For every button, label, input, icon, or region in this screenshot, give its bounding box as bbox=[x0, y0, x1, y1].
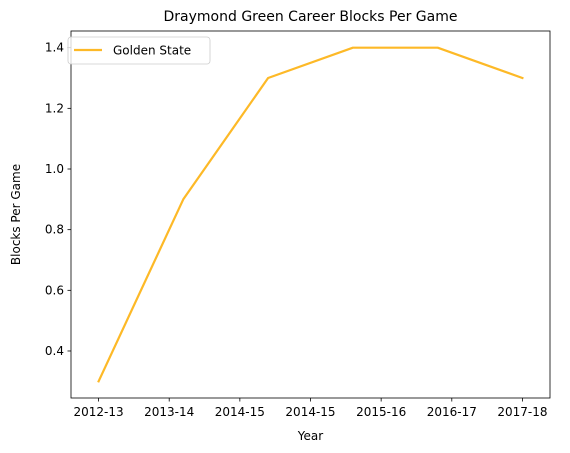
legend: Golden State bbox=[67, 36, 211, 65]
y-tick-label: 1.2 bbox=[45, 101, 64, 115]
y-tick-label: 1.4 bbox=[45, 41, 64, 55]
y-axis-label: Blocks Per Game bbox=[9, 164, 23, 265]
y-tick-label: 1.0 bbox=[45, 162, 64, 176]
chart-title: Draymond Green Career Blocks Per Game bbox=[164, 9, 458, 25]
x-tick-label: 2012-13 bbox=[73, 405, 123, 419]
y-axis-ticks: 0.4 0.6 0.8 1.0 1.2 1.4 bbox=[45, 41, 71, 358]
series-layer bbox=[97, 46, 524, 383]
x-axis-label: Year bbox=[297, 429, 323, 443]
x-tick-label: 2014-15 bbox=[285, 405, 335, 419]
x-tick-label: 2017-18 bbox=[497, 405, 547, 419]
x-axis-ticks: 2012-13 2013-14 2014-15 2014-15 2015-16 2016-… bbox=[73, 398, 548, 419]
x-tick-label: 2016-17 bbox=[427, 405, 477, 419]
y-tick-label: 0.4 bbox=[45, 344, 64, 358]
y-tick-label: 0.8 bbox=[45, 223, 64, 237]
x-tick-label: 2013-14 bbox=[144, 405, 194, 419]
axes-frame bbox=[70, 30, 551, 399]
series-line-golden-state bbox=[97, 46, 524, 383]
legend-label: Golden State bbox=[113, 44, 191, 58]
y-tick-label: 0.6 bbox=[45, 283, 64, 297]
x-tick-label: 2014-15 bbox=[215, 405, 265, 419]
plot-area bbox=[70, 30, 551, 399]
x-tick-label: 2015-16 bbox=[356, 405, 406, 419]
legend-box bbox=[67, 36, 211, 65]
